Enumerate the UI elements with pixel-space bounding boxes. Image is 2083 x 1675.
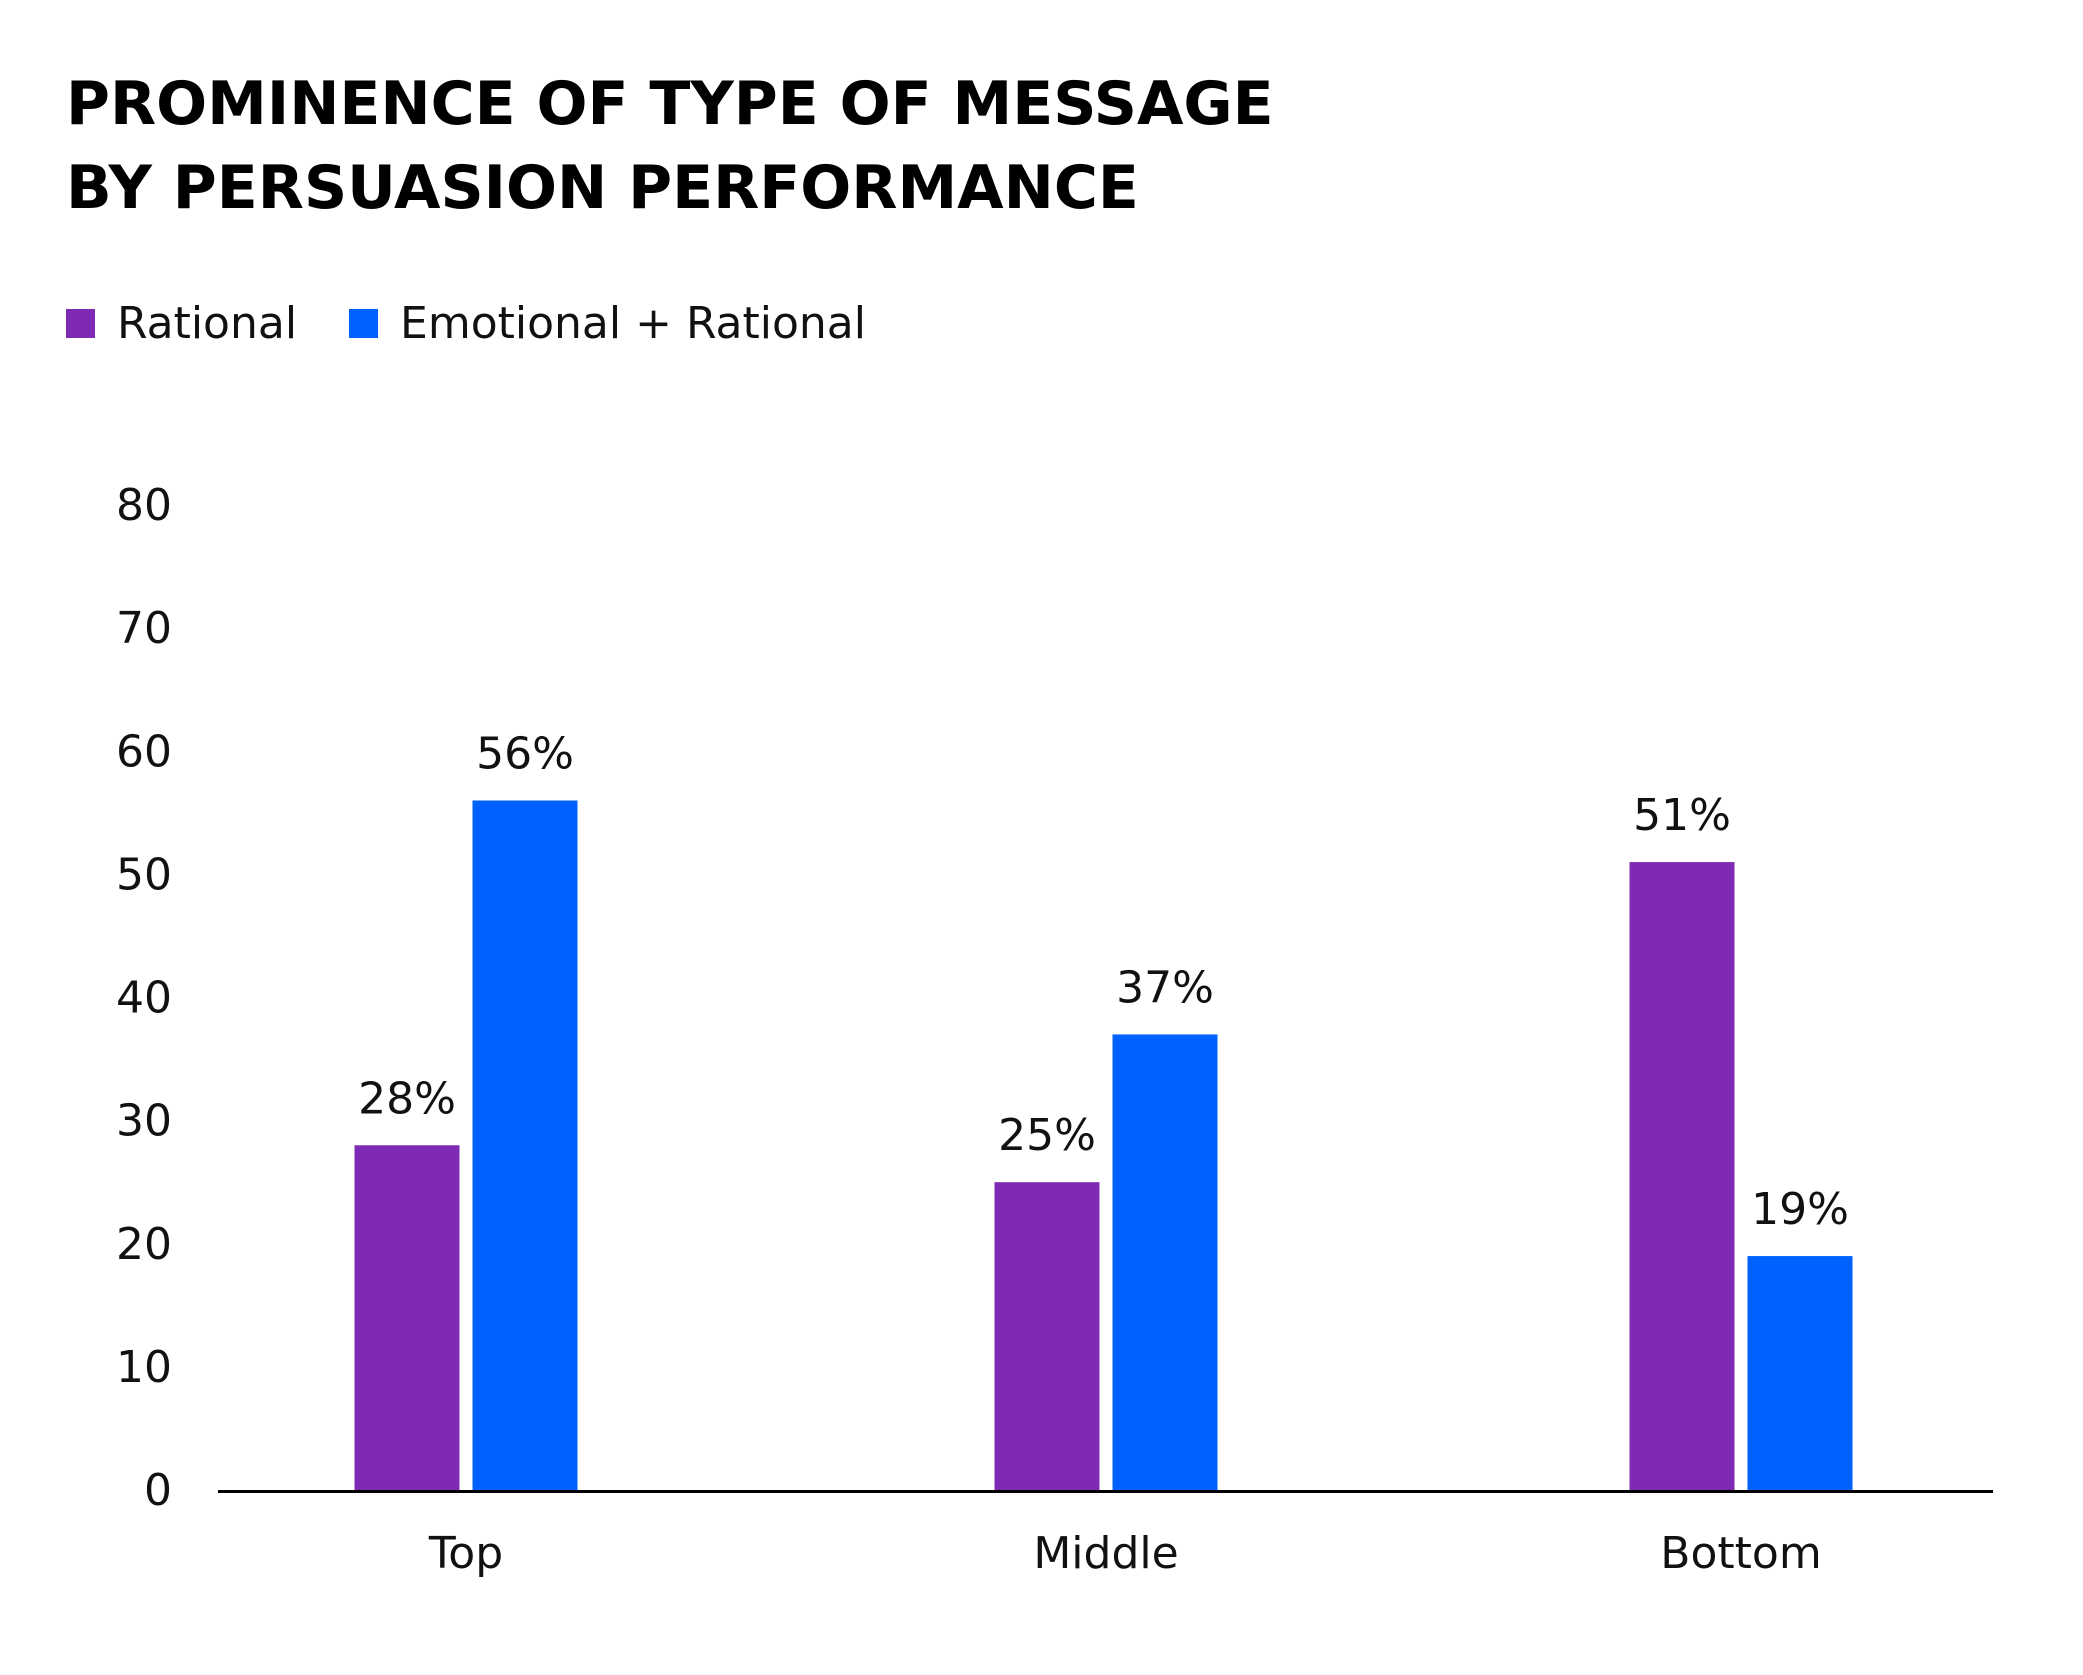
legend-label-emotional-rational: Emotional + Rational xyxy=(400,298,866,349)
legend-swatch-emotional-rational xyxy=(349,309,379,338)
data-label: 51% xyxy=(1633,790,1731,841)
x-tick-label: Middle xyxy=(1033,1528,1178,1579)
bar-emotional-rational-top xyxy=(472,800,578,1490)
chart-legend: Rational Emotional + Rational xyxy=(66,298,918,349)
legend-item-rational: Rational xyxy=(66,298,297,349)
y-tick-label: 30 xyxy=(116,1096,172,1147)
data-label: 56% xyxy=(476,729,574,780)
y-tick-label: 0 xyxy=(144,1465,172,1516)
data-label: 19% xyxy=(1751,1184,1849,1235)
y-tick-label: 10 xyxy=(116,1342,172,1393)
data-label: 25% xyxy=(998,1110,1096,1161)
y-tick-label: 40 xyxy=(116,973,172,1024)
chart-title-line-2: BY PERSUASION PERFORMANCE xyxy=(66,153,1139,223)
bar-rational-middle xyxy=(994,1182,1100,1490)
chart-title-line-1: PROMINENCE OF TYPE OF MESSAGE xyxy=(66,69,1274,139)
data-label: 28% xyxy=(358,1073,456,1124)
legend-swatch-rational xyxy=(66,309,95,338)
y-tick-label: 60 xyxy=(116,726,172,777)
bar-rational-top xyxy=(354,1145,460,1490)
y-tick-label: 80 xyxy=(116,480,172,531)
legend-label-rational: Rational xyxy=(117,298,298,349)
chart-title: PROMINENCE OF TYPE OF MESSAGE BY PERSUAS… xyxy=(66,62,1274,230)
bar-emotional-rational-middle xyxy=(1112,1034,1218,1490)
bar-emotional-rational-bottom xyxy=(1747,1256,1853,1490)
legend-item-emotional-rational: Emotional + Rational xyxy=(349,298,866,349)
x-tick-label: Top xyxy=(428,1528,503,1579)
y-tick-label: 20 xyxy=(116,1219,172,1270)
bar-rational-bottom xyxy=(1629,862,1735,1490)
data-label: 37% xyxy=(1116,962,1214,1013)
y-tick-label: 50 xyxy=(116,849,172,900)
x-tick-label: Bottom xyxy=(1660,1528,1821,1579)
y-tick-label: 70 xyxy=(116,603,172,654)
